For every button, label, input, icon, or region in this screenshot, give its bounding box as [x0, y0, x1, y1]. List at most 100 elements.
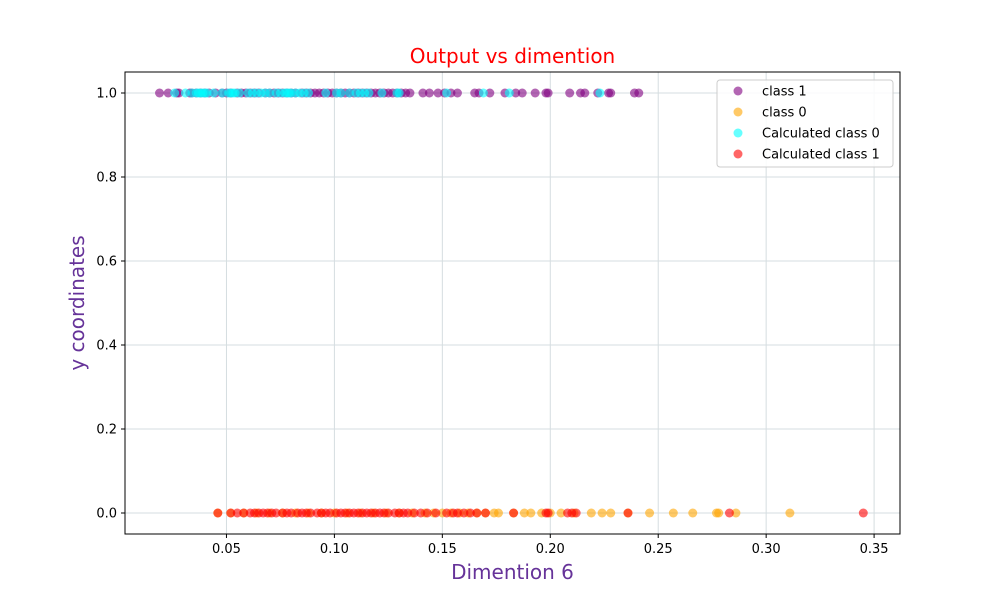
- data-point: [170, 88, 180, 98]
- data-point: [286, 508, 296, 518]
- data-point: [377, 88, 387, 98]
- data-point: [321, 88, 331, 98]
- data-point: [403, 508, 413, 518]
- legend-marker: [733, 149, 743, 159]
- data-point: [504, 88, 514, 98]
- legend-label: class 0: [762, 106, 807, 121]
- legend: class 1 class 0 Calculated class 0 Calculat…: [716, 79, 894, 168]
- data-point: [543, 508, 553, 518]
- data-point: [424, 88, 434, 98]
- chart-title: Output vs dimention: [410, 44, 615, 68]
- data-point: [226, 508, 236, 518]
- y-tick-label: 1.0: [96, 87, 117, 102]
- data-point: [418, 88, 428, 98]
- data-point: [180, 88, 190, 98]
- data-point: [511, 88, 521, 98]
- data-point: [519, 508, 529, 518]
- data-point: [336, 88, 346, 98]
- data-point: [580, 88, 590, 98]
- data-point: [325, 508, 335, 518]
- x-axis-label: Dimention 6: [451, 560, 574, 584]
- data-point: [303, 88, 313, 98]
- axis-ticks: 0.05 0.10 0.15 0.20 0.25 0.30 0.35 0.0 0.2 0.4 0.6…: [96, 87, 888, 558]
- data-point: [606, 88, 616, 98]
- y-tick-label: 0.2: [96, 423, 117, 438]
- data-point: [571, 508, 581, 518]
- data-point: [209, 88, 219, 98]
- data-point: [431, 508, 441, 518]
- data-point: [163, 88, 173, 98]
- data-point: [785, 508, 795, 518]
- data-point: [306, 508, 316, 518]
- y-tick-label: 0.4: [96, 339, 117, 354]
- data-point: [433, 88, 443, 98]
- y-tick-label: 0.0: [96, 507, 117, 522]
- data-point: [271, 508, 281, 518]
- data-point: [442, 88, 452, 98]
- data-point: [383, 508, 393, 518]
- data-point: [526, 508, 536, 518]
- x-tick-label: 0.10: [320, 542, 349, 557]
- data-point: [213, 508, 223, 518]
- data-point: [459, 508, 469, 518]
- data-point: [465, 508, 475, 518]
- data-point: [452, 88, 462, 98]
- legend-marker: [733, 107, 743, 117]
- data-point: [422, 508, 432, 518]
- legend-box: [716, 79, 894, 168]
- data-point: [478, 88, 488, 98]
- data-point: [452, 508, 462, 518]
- data-point: [364, 88, 374, 98]
- data-point: [731, 508, 741, 518]
- data-point: [634, 88, 644, 98]
- y-tick-label: 0.8: [96, 171, 117, 186]
- data-point: [232, 508, 242, 518]
- data-point: [645, 508, 655, 518]
- data-point: [155, 88, 165, 98]
- data-point: [394, 88, 404, 98]
- data-point: [239, 508, 249, 518]
- data-point: [265, 88, 275, 98]
- plot-frame: [124, 71, 901, 535]
- data-point: [416, 508, 426, 518]
- data-point: [493, 508, 503, 518]
- x-tick-label: 0.30: [752, 542, 781, 557]
- data-point: [485, 88, 495, 98]
- legend-label: class 1: [762, 85, 807, 100]
- x-tick-label: 0.15: [428, 542, 457, 557]
- legend-label: Calculated class 0: [762, 127, 880, 142]
- data-point: [409, 508, 419, 518]
- data-point: [606, 508, 616, 518]
- data-point: [597, 508, 607, 518]
- data-point: [345, 88, 355, 98]
- data-point: [543, 88, 553, 98]
- data-point: [595, 88, 605, 98]
- data-point: [517, 88, 527, 98]
- y-tick-label: 0.6: [96, 255, 117, 270]
- series-4: [213, 508, 868, 518]
- data-point: [586, 508, 596, 518]
- data-point: [234, 88, 244, 98]
- x-tick-label: 0.20: [536, 542, 565, 557]
- data-point: [217, 88, 227, 98]
- data-point: [481, 508, 491, 518]
- series-3: [170, 88, 605, 98]
- legend-marker: [733, 86, 743, 96]
- data-point: [724, 508, 734, 518]
- data-point: [668, 508, 678, 518]
- data-point: [405, 88, 415, 98]
- data-point: [565, 88, 575, 98]
- legend-marker: [733, 128, 743, 138]
- data-point: [509, 508, 519, 518]
- data-point: [623, 508, 633, 518]
- data-point: [202, 88, 212, 98]
- x-tick-label: 0.35: [860, 542, 889, 557]
- data-point: [472, 508, 482, 518]
- x-tick-label: 0.25: [644, 542, 673, 557]
- data-point: [530, 88, 540, 98]
- data-point: [556, 508, 566, 518]
- data-points: [155, 88, 868, 518]
- legend-label: Calculated class 1: [762, 148, 880, 163]
- data-point: [858, 508, 868, 518]
